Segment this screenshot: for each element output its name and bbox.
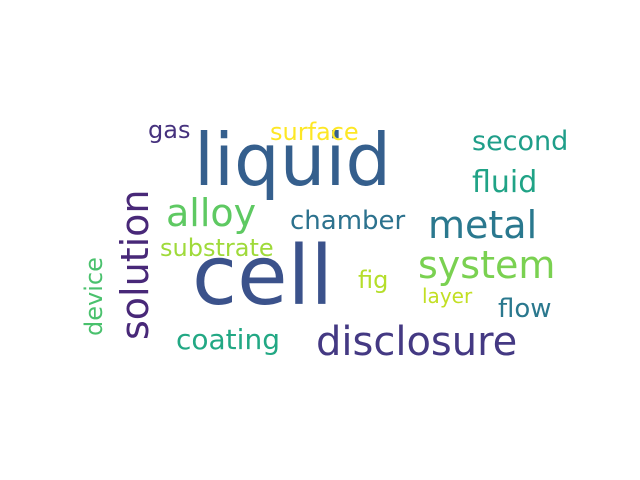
word-layer: layer — [422, 286, 472, 306]
word-disclosure: disclosure — [316, 322, 517, 362]
word-solution: solution — [116, 190, 154, 340]
word-coating: coating — [176, 326, 280, 354]
word-chamber: chamber — [290, 208, 405, 234]
word-fig: fig — [358, 268, 388, 292]
word-second: second — [472, 128, 568, 155]
word-metal: metal — [428, 206, 537, 244]
word-gas: gas — [148, 118, 190, 142]
word-surface: surface — [270, 120, 359, 144]
word-flow: flow — [498, 296, 552, 322]
word-substrate: substrate — [160, 236, 274, 260]
word-alloy: alloy — [166, 194, 256, 232]
word-system: system — [418, 246, 555, 284]
word-fluid: fluid — [472, 168, 537, 198]
word-device: device — [82, 257, 106, 336]
